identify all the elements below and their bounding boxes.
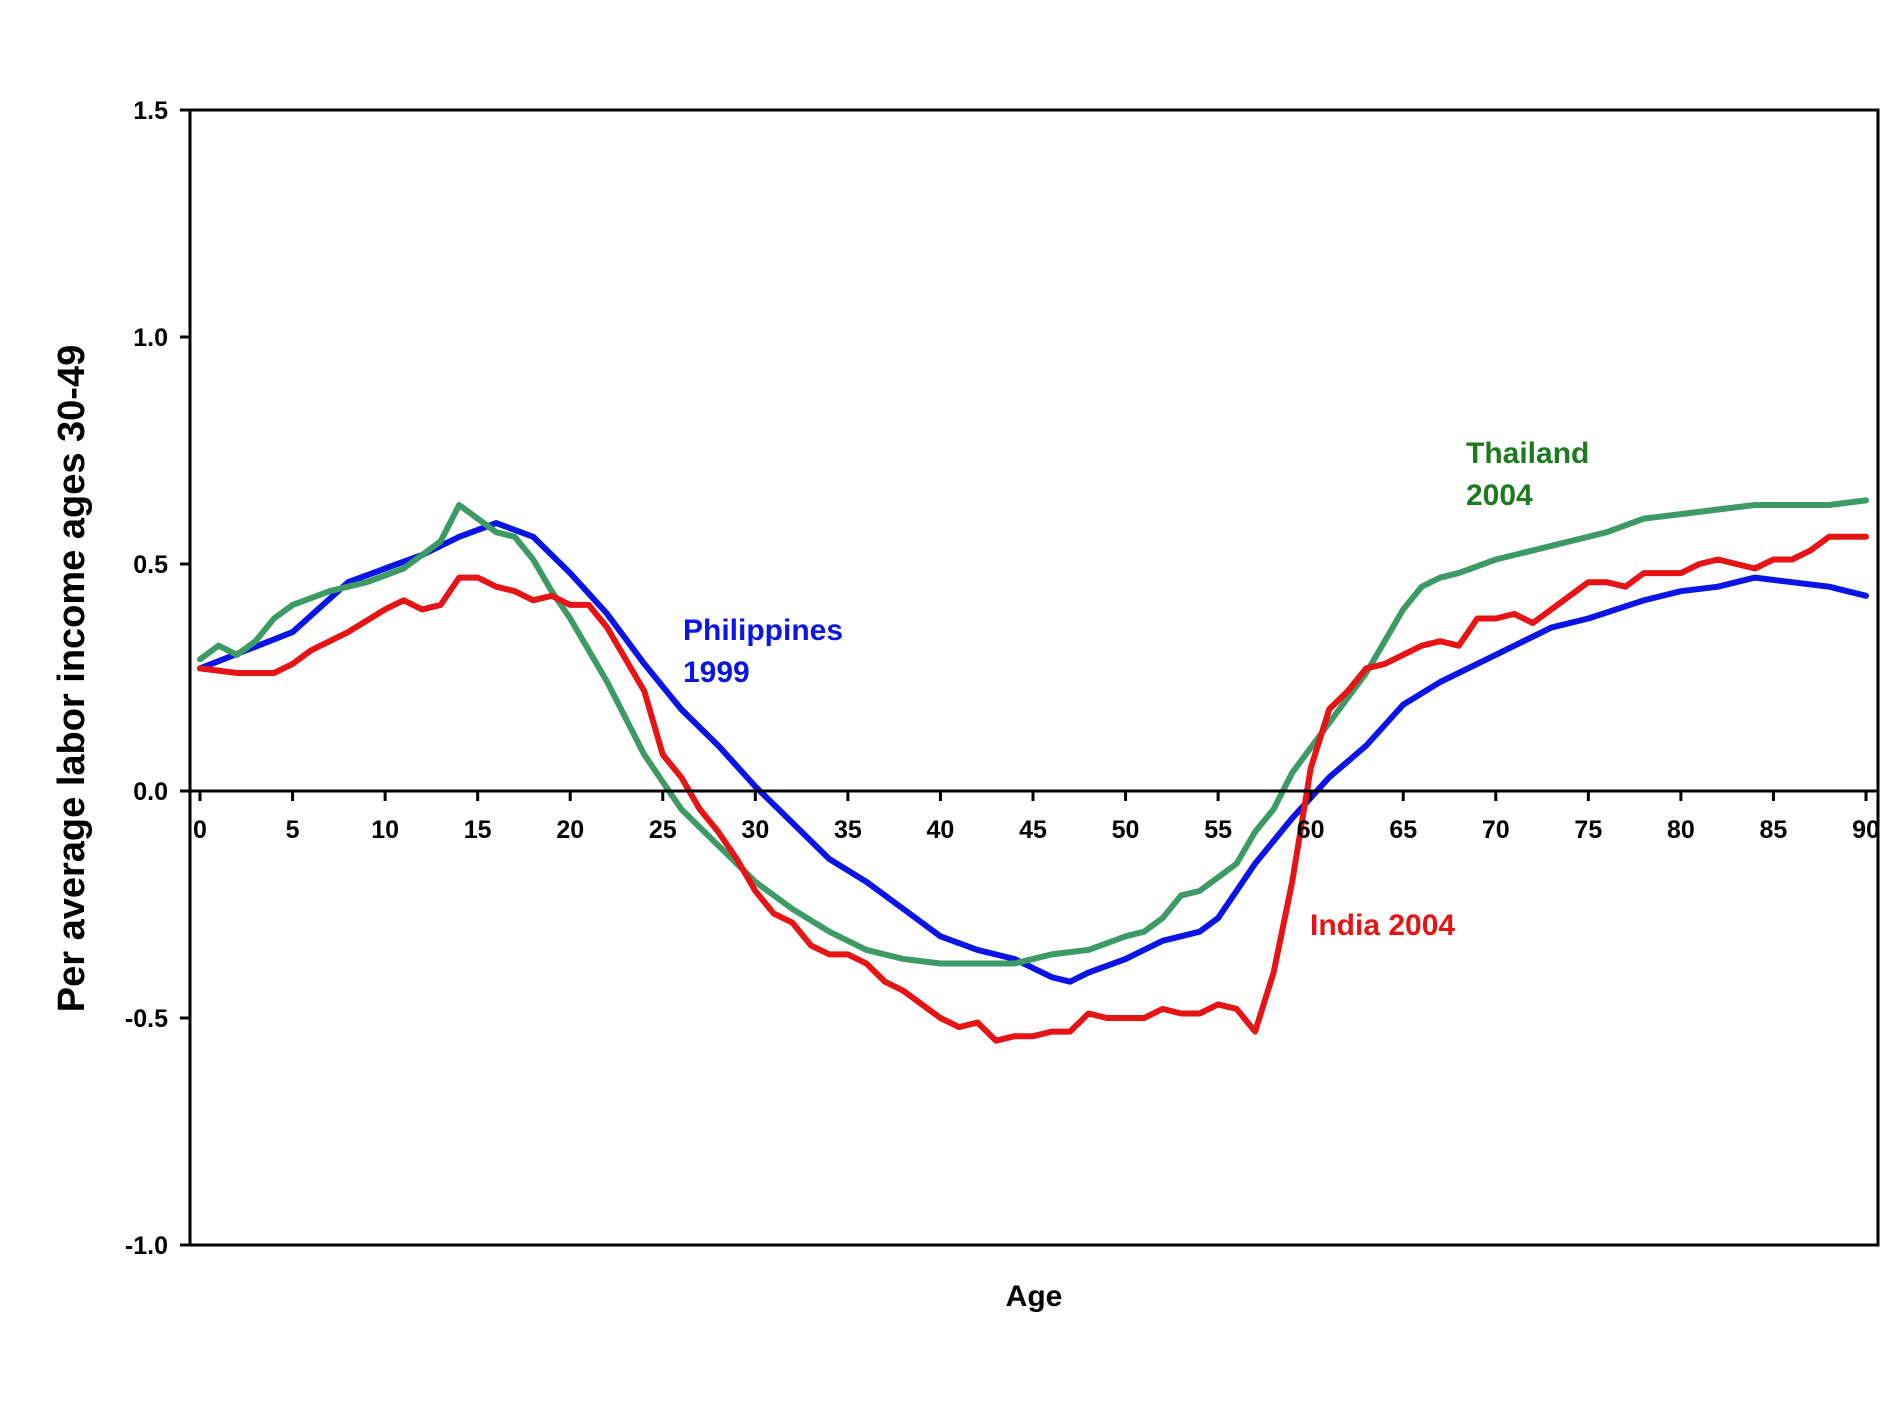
- series-label-thailand-2004: Thailand 2004: [1466, 437, 1589, 512]
- x-tick-label: 5: [286, 816, 300, 844]
- series-labels: Philippines 1999 India 2004 Thailand 2004: [683, 437, 1589, 942]
- x-tick-label: 75: [1574, 816, 1602, 844]
- series-label-line: 1999: [683, 656, 750, 689]
- x-tick-label: 80: [1667, 816, 1695, 844]
- series-label-line: 2004: [1466, 479, 1533, 512]
- x-tick-label: 30: [741, 816, 769, 844]
- series-label-line: India 2004: [1310, 909, 1455, 942]
- y-axis-ticks: 1.5 1.0 0.5 0.0 -0.5 -1.0: [125, 97, 190, 1260]
- series-line-thailand-2004: [197, 497, 1869, 967]
- x-tick-label: 65: [1389, 816, 1417, 844]
- y-tick-label: -0.5: [125, 1005, 168, 1033]
- x-axis-ticks: 0 5 10 15 20 25 30 35 40 45 50 55 60 65 70 75 80 85 90: [193, 791, 1880, 844]
- x-tick-label: 40: [927, 816, 955, 844]
- x-tick-label: 70: [1482, 816, 1510, 844]
- series-label-line: Thailand: [1466, 437, 1589, 470]
- series-label-line: Philippines: [683, 614, 843, 647]
- x-tick-label: 85: [1760, 816, 1788, 844]
- y-tick-label: 1.0: [133, 324, 168, 352]
- series-label-philippines-1999: Philippines 1999: [683, 614, 843, 689]
- y-tick-label: 1.5: [133, 97, 168, 125]
- x-tick-label: 45: [1019, 816, 1047, 844]
- plot-area-frame: [188, 108, 1880, 1247]
- y-tick-label: 0.0: [133, 778, 168, 806]
- x-axis-title: Age: [1006, 1280, 1063, 1313]
- x-tick-label: 60: [1297, 816, 1325, 844]
- x-tick-label: 55: [1204, 816, 1232, 844]
- x-tick-label: 25: [649, 816, 677, 844]
- y-tick-label: -1.0: [125, 1232, 168, 1260]
- y-axis-title: Per average labor income ages 30-49: [51, 345, 93, 1012]
- series-line-philippines-1999: [197, 520, 1869, 985]
- x-tick-label: 35: [834, 816, 862, 844]
- series-line-india-2004: [197, 533, 1869, 1044]
- x-tick-label: 50: [1112, 816, 1140, 844]
- x-tick-label: 20: [556, 816, 584, 844]
- x-tick-label: 0: [193, 816, 207, 844]
- x-tick-label: 15: [464, 816, 492, 844]
- series-label-india-2004: India 2004: [1310, 909, 1455, 942]
- x-tick-label: 90: [1852, 816, 1880, 844]
- series-layer: [197, 497, 1869, 1044]
- y-tick-label: 0.5: [133, 551, 168, 579]
- x-tick-label: 10: [371, 816, 399, 844]
